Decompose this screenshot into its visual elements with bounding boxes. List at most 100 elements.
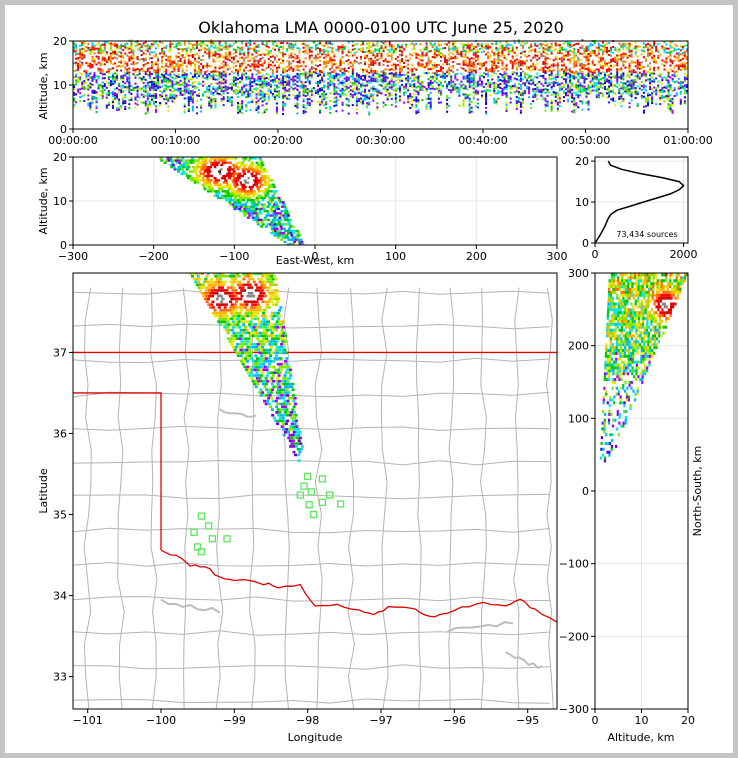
source-cell	[511, 63, 514, 66]
source-cell	[499, 71, 502, 74]
source-cell	[142, 81, 145, 84]
source-cell	[171, 62, 174, 65]
source-cell	[140, 59, 143, 62]
source-cell	[495, 66, 498, 69]
source-cell	[109, 84, 112, 87]
source-cell	[661, 87, 664, 90]
source-cell	[589, 50, 592, 53]
source-cell	[255, 95, 258, 98]
source-cell	[357, 99, 360, 102]
source-cell	[263, 83, 266, 86]
source-cell	[163, 54, 166, 57]
source-cell	[562, 92, 565, 95]
source-cell	[230, 56, 233, 59]
source-cell	[376, 108, 379, 111]
source-cell	[548, 58, 551, 61]
source-cell	[360, 57, 362, 60]
source-cell	[417, 99, 420, 102]
source-cell	[476, 90, 479, 93]
source-cell	[534, 93, 537, 96]
source-cell	[556, 103, 559, 106]
source-cell	[206, 48, 209, 51]
source-cell	[142, 42, 145, 45]
source-cell	[349, 85, 352, 88]
source-cell	[565, 50, 567, 53]
source-cell	[669, 54, 672, 57]
source-cell	[433, 66, 436, 69]
source-cell	[478, 71, 481, 74]
source-cell	[155, 93, 157, 96]
source-cell	[224, 51, 227, 54]
source-cell	[148, 47, 151, 50]
source-cell	[601, 83, 604, 86]
source-cell	[134, 106, 137, 109]
source-cell	[124, 72, 127, 75]
source-cell	[319, 63, 321, 66]
source-cell	[573, 71, 576, 74]
source-cell	[536, 86, 539, 89]
source-cell	[544, 70, 547, 73]
source-cell	[534, 95, 537, 98]
source-cell	[204, 73, 207, 76]
source-cell	[374, 90, 377, 93]
source-cell	[339, 73, 342, 76]
source-cell	[89, 64, 92, 67]
source-cell	[99, 70, 102, 73]
source-cell	[667, 47, 670, 50]
source-cell	[366, 80, 369, 83]
source-cell	[417, 57, 420, 60]
source-cell	[224, 41, 227, 44]
source-cell	[144, 86, 147, 89]
source-cell	[89, 84, 92, 87]
source-cell	[173, 87, 176, 90]
source-cell	[257, 53, 260, 56]
source-cell	[321, 65, 324, 68]
source-cell	[351, 70, 354, 73]
source-cell	[593, 89, 596, 92]
source-cell	[546, 43, 549, 46]
source-cell	[275, 70, 278, 73]
source-cell	[107, 83, 110, 86]
source-cell	[319, 42, 321, 45]
source-cell	[282, 101, 285, 104]
source-cell	[187, 78, 190, 81]
source-cell	[595, 68, 598, 71]
source-cell	[562, 68, 565, 71]
source-cell	[183, 93, 186, 96]
source-cell	[532, 62, 535, 65]
source-cell	[204, 47, 207, 50]
source-cell	[513, 51, 516, 54]
source-cell	[491, 58, 494, 61]
source-cell	[85, 46, 88, 49]
source-cell	[458, 92, 461, 95]
source-cell	[456, 78, 459, 81]
source-cell	[105, 104, 108, 107]
source-cell	[302, 60, 305, 63]
source-cell	[415, 42, 418, 45]
source-cell	[351, 72, 354, 75]
source-cell	[524, 72, 526, 75]
source-cell	[257, 46, 260, 49]
source-cell	[241, 52, 244, 55]
source-cell	[608, 81, 611, 84]
source-cell	[665, 69, 668, 72]
source-cell	[456, 68, 459, 71]
source-cell	[128, 79, 131, 82]
source-cell	[148, 73, 151, 76]
source-cell	[103, 57, 106, 60]
source-cell	[316, 74, 319, 77]
source-cell	[337, 65, 340, 68]
source-cell	[148, 75, 151, 78]
source-cell	[452, 62, 455, 65]
source-cell	[663, 86, 666, 89]
source-cell	[181, 82, 184, 85]
source-cell	[224, 75, 227, 78]
source-cell	[173, 83, 176, 86]
source-cell	[462, 83, 465, 86]
source-cell	[208, 47, 211, 50]
source-cell	[288, 80, 291, 83]
source-cell	[649, 66, 652, 69]
source-cell	[187, 52, 190, 55]
source-cell	[470, 63, 473, 66]
source-cell	[243, 51, 246, 54]
